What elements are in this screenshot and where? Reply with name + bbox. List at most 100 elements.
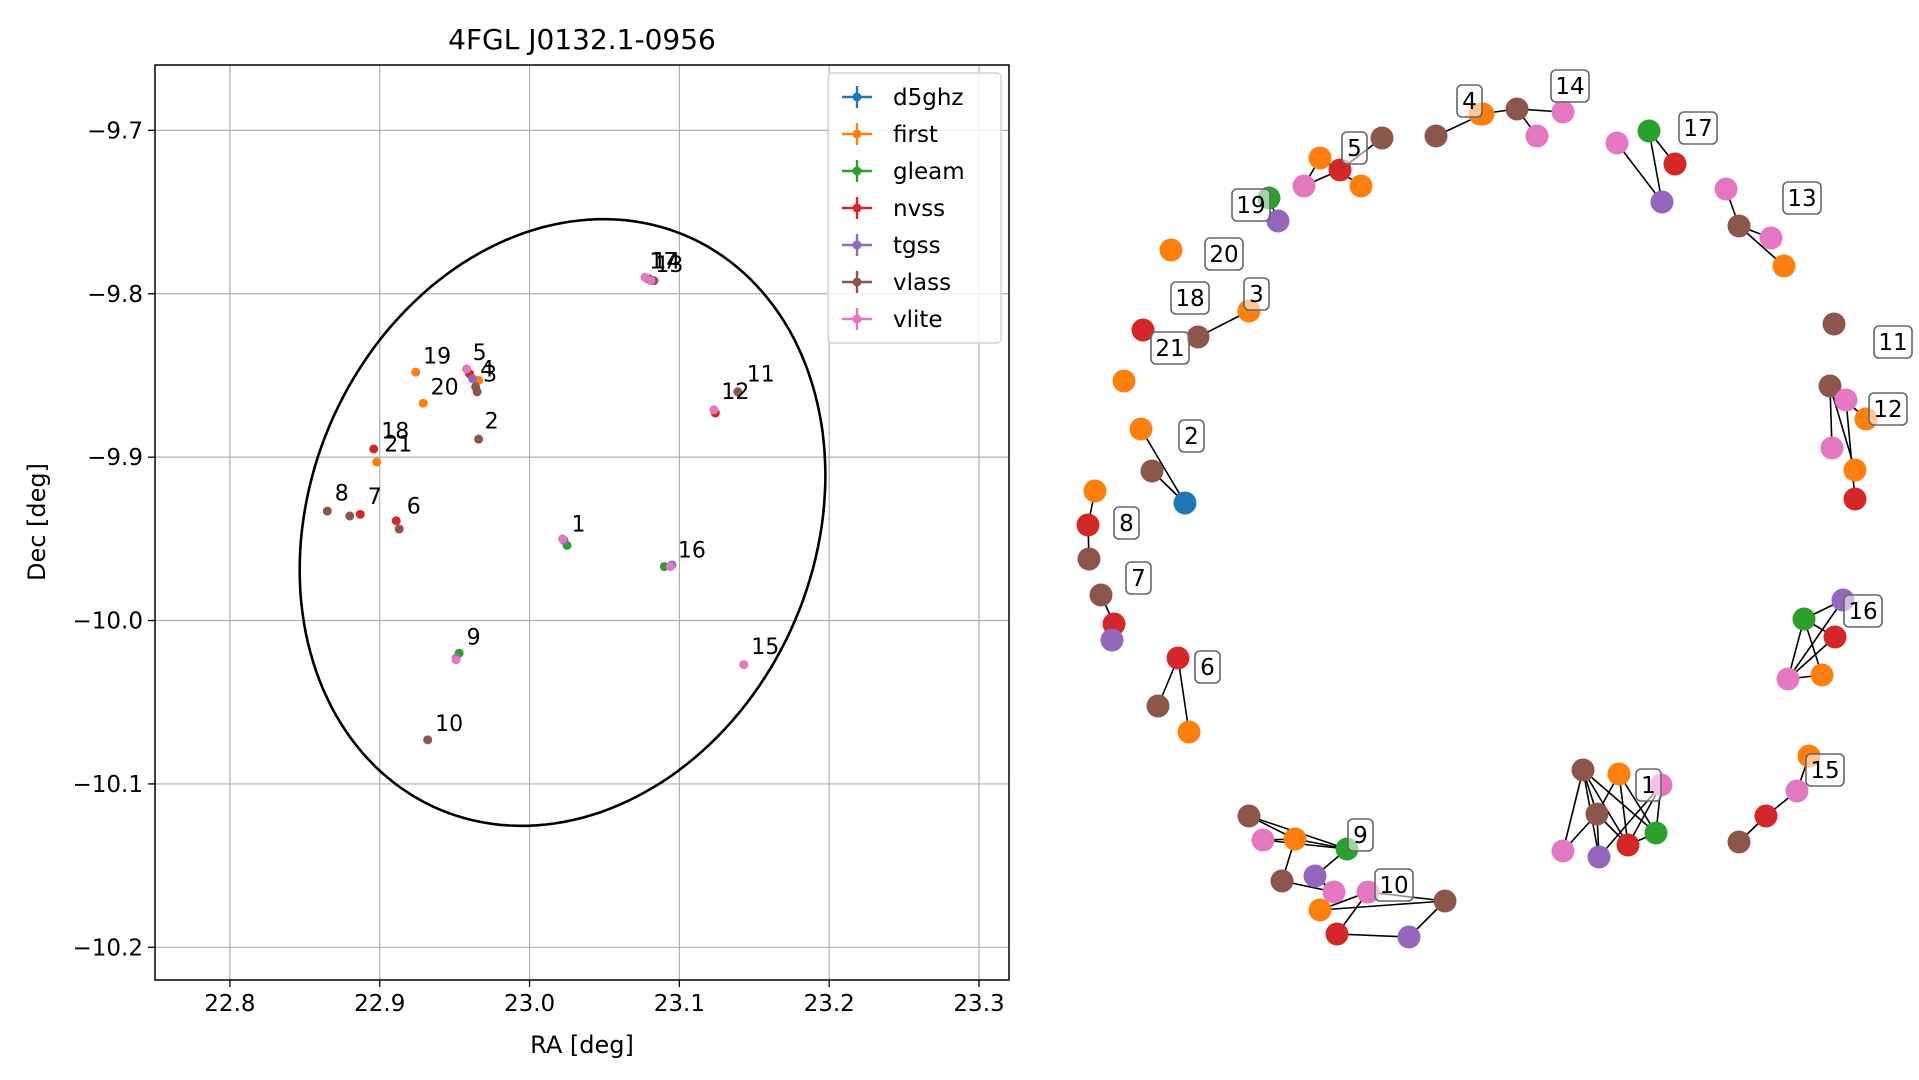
point-vlass <box>733 387 743 397</box>
network-node-tgss <box>1650 190 1674 214</box>
y-tick-label: −9.9 <box>87 445 143 471</box>
point-vlite <box>665 562 675 572</box>
point-annotation: 15 <box>751 635 779 660</box>
network-node-nvss <box>1131 318 1155 342</box>
association-ellipse <box>298 217 827 828</box>
legend-marker-dot <box>852 203 862 213</box>
cluster-label-text: 9 <box>1353 823 1368 849</box>
network-edge <box>1562 769 1584 852</box>
legend-entry-gleam: gleam <box>842 159 965 185</box>
network-edge <box>1618 773 1657 834</box>
legend-label: first <box>893 122 938 148</box>
network-node-nvss <box>1166 646 1190 670</box>
network-node-tgss <box>1266 209 1290 233</box>
y-tick-label: −10.0 <box>73 609 143 635</box>
cluster-label-box <box>1170 281 1210 315</box>
network-node-vlass <box>1571 758 1595 782</box>
cluster-label-box <box>1550 69 1590 103</box>
point-nvss <box>355 509 365 519</box>
network-node-vlass <box>1424 124 1448 148</box>
legend-marker-dot <box>852 314 862 324</box>
point-vlite <box>739 660 749 670</box>
x-tick-label: 23.0 <box>504 991 555 1017</box>
cluster-label-text: 19 <box>1236 193 1265 219</box>
legend-marker-dot <box>852 129 862 139</box>
point-vlite <box>451 655 461 665</box>
legend: d5ghz first gleam nvss tgss vlass vlite <box>827 72 1002 344</box>
legend-label: d5ghz <box>893 85 963 111</box>
network-node-vlass <box>1186 325 1210 349</box>
point-nvss <box>391 516 401 526</box>
cluster-label-text: 5 <box>1347 136 1362 162</box>
network-node-vlass <box>1370 126 1394 150</box>
cluster-label-box <box>1782 181 1822 215</box>
cluster-label-box <box>1194 650 1221 684</box>
point-annotation: 5 <box>473 341 487 366</box>
network-node-tgss <box>1397 925 1421 949</box>
network-edges <box>1087 108 1867 938</box>
network-node-vlite <box>1356 880 1380 904</box>
cluster-label: 3 <box>1243 277 1270 311</box>
cluster-label: 1 <box>1635 768 1662 802</box>
y-tick-label: −9.7 <box>87 118 143 144</box>
point-annotation: 8 <box>335 482 349 507</box>
network-node-vlite <box>1605 131 1629 155</box>
cluster-label-box <box>1678 111 1718 145</box>
network-node-first <box>1308 898 1332 922</box>
cluster-label: 21 <box>1150 331 1190 365</box>
cluster-label-text: 16 <box>1848 599 1877 625</box>
point-annotation: 16 <box>678 539 706 564</box>
network-node-nvss <box>1616 833 1640 857</box>
network-node-vlite <box>1551 100 1575 124</box>
cluster-label: 16 <box>1843 594 1883 628</box>
cluster-label-text: 21 <box>1155 336 1184 362</box>
x-tick-label: 23.2 <box>804 991 855 1017</box>
network-edge <box>1648 130 1663 203</box>
network-node-first <box>1349 174 1373 198</box>
network-node-nvss <box>1843 487 1867 511</box>
cluster-label-text: 18 <box>1175 286 1204 312</box>
point-annotation: 13 <box>655 253 683 278</box>
network-node-vlite <box>1251 828 1275 852</box>
network-node-vlass <box>1146 694 1170 718</box>
cluster-label-text: 2 <box>1184 424 1199 450</box>
network-node-nvss <box>1754 804 1778 828</box>
cluster-label-text: 1 <box>1641 773 1656 799</box>
network-node-first <box>1112 369 1136 393</box>
cluster-label-text: 20 <box>1209 242 1238 268</box>
point-vlass <box>474 434 484 444</box>
point-annotation: 10 <box>435 712 463 737</box>
cluster-label-text: 15 <box>1810 758 1839 784</box>
network-node-first <box>1283 827 1307 851</box>
legend-label: nvss <box>893 196 945 222</box>
network-node-vlite <box>1322 880 1346 904</box>
legend-entry-vlass: vlass <box>842 270 951 296</box>
point-annotation: 19 <box>423 344 451 369</box>
cluster-label-box <box>1347 818 1374 852</box>
network-node-vlite <box>1834 388 1858 412</box>
point-first <box>411 367 421 377</box>
point-vlite <box>709 405 719 415</box>
network-node-first <box>1177 720 1201 744</box>
cluster-label: 14 <box>1550 69 1590 103</box>
cluster-label: 6 <box>1194 650 1221 684</box>
y-tick-label: −10.1 <box>73 772 143 798</box>
x-tick-label: 23.1 <box>654 991 705 1017</box>
point-annotation: 11 <box>747 362 775 387</box>
network-edge <box>1140 428 1186 504</box>
legend-entry-vlite: vlite <box>842 307 943 333</box>
network-node-vlass <box>1727 214 1751 238</box>
network-node-vlite <box>1785 779 1809 803</box>
cluster-label: 10 <box>1374 868 1414 902</box>
cluster-label-text: 12 <box>1873 397 1902 423</box>
legend-label: tgss <box>893 233 941 259</box>
legend-entry-nvss: nvss <box>842 196 945 222</box>
point-annotation: 9 <box>467 625 481 650</box>
network-node-nvss <box>1823 625 1847 649</box>
network-node-gleam <box>1644 821 1668 845</box>
network-edge <box>1845 399 1856 500</box>
network-edge <box>1582 769 1657 834</box>
network-node-nvss <box>1663 152 1687 176</box>
network-node-vlass <box>1077 547 1101 571</box>
